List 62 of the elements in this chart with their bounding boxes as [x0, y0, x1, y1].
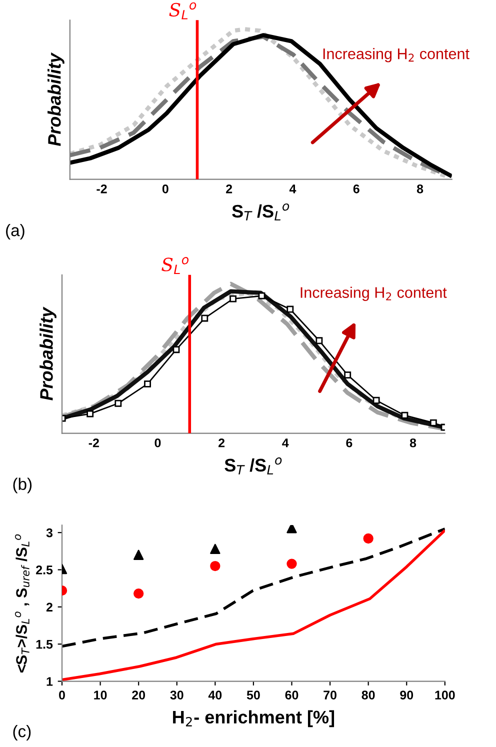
- annotation: Increasing H$_{2}$ content: [300, 286, 447, 301]
- x-tick-label: 50: [246, 690, 260, 700]
- text: (c): [13, 725, 31, 741]
- text: <S$_{T}$>/S$_{L}$$^{o}$ , S$_{uref}$ /S$_{L}$$^{o}$: [14, 534, 30, 672]
- point: [86, 410, 94, 418]
- point: [316, 337, 323, 344]
- line-series: [62, 528, 445, 682]
- point: [286, 558, 297, 569]
- y-tick-label: 1.5: [36, 640, 53, 649]
- x-tick-label: 70: [324, 690, 336, 700]
- x-tick-label: 4: [282, 438, 289, 448]
- point: [144, 380, 151, 388]
- x-tick-label: 20: [132, 690, 146, 700]
- x-tick-label: 10: [94, 690, 107, 700]
- point: [114, 400, 122, 407]
- x-tick-label: 100: [435, 690, 455, 700]
- x-tick-label: 6: [353, 184, 360, 194]
- x-tick-label: 2: [226, 184, 232, 194]
- point: [172, 346, 180, 354]
- y-tick-label: 2: [46, 602, 52, 612]
- x-axis-title: H$_{2}$- enrichment [%]: [173, 710, 334, 728]
- x-tick-label: 60: [285, 690, 298, 700]
- annotation: Increasing H$_{2}$ content: [323, 48, 470, 62]
- point: [363, 533, 374, 544]
- x-tick-label: 80: [362, 690, 375, 700]
- point: [401, 412, 408, 419]
- x-tick-label: 6: [346, 438, 352, 448]
- y-tick-label: 1: [46, 677, 53, 686]
- y-axis-title: Probability: [48, 52, 64, 146]
- point: [210, 544, 220, 554]
- x-tick-label: -2: [96, 184, 107, 194]
- x-tick-label: 0: [59, 690, 65, 700]
- x-tick-label: -2: [88, 438, 99, 448]
- y-axis-title: Probability: [40, 306, 56, 400]
- point: [201, 314, 208, 322]
- text: (b): [13, 478, 32, 494]
- point: [286, 306, 294, 313]
- x-tick-label: 4: [289, 184, 296, 194]
- x-tick-label: 8: [410, 438, 416, 448]
- point: [210, 560, 220, 572]
- x-tick-label: 2: [218, 438, 225, 448]
- ref-line-label: S$_{L}$$^{o}$: [162, 257, 189, 274]
- x-tick-label: 0: [162, 184, 168, 194]
- x-tick-label: 0: [154, 438, 161, 448]
- x-axis-title: S$_{T}$ /S$_{L}$$^{o}$: [224, 457, 282, 474]
- y-tick-label: 2.5: [36, 566, 53, 574]
- x-tick-label: 90: [400, 690, 414, 700]
- point: [286, 525, 297, 534]
- point: [230, 295, 237, 302]
- x-tick-label: 40: [208, 690, 222, 700]
- ref-line-label: S$_{L}$$^{o}$: [169, 2, 196, 20]
- point: [133, 550, 144, 560]
- x-axis-title: S$_{T}$ /S$_{L}$$^{o}$: [232, 203, 290, 220]
- x-tick-label: 30: [170, 690, 184, 700]
- y-tick-label: 3: [46, 528, 53, 538]
- point: [430, 419, 437, 426]
- point: [258, 292, 266, 300]
- x-tick-label: 8: [416, 184, 424, 194]
- point: [372, 396, 380, 404]
- text: (a): [6, 224, 24, 240]
- point: [133, 588, 144, 599]
- point: [344, 372, 352, 378]
